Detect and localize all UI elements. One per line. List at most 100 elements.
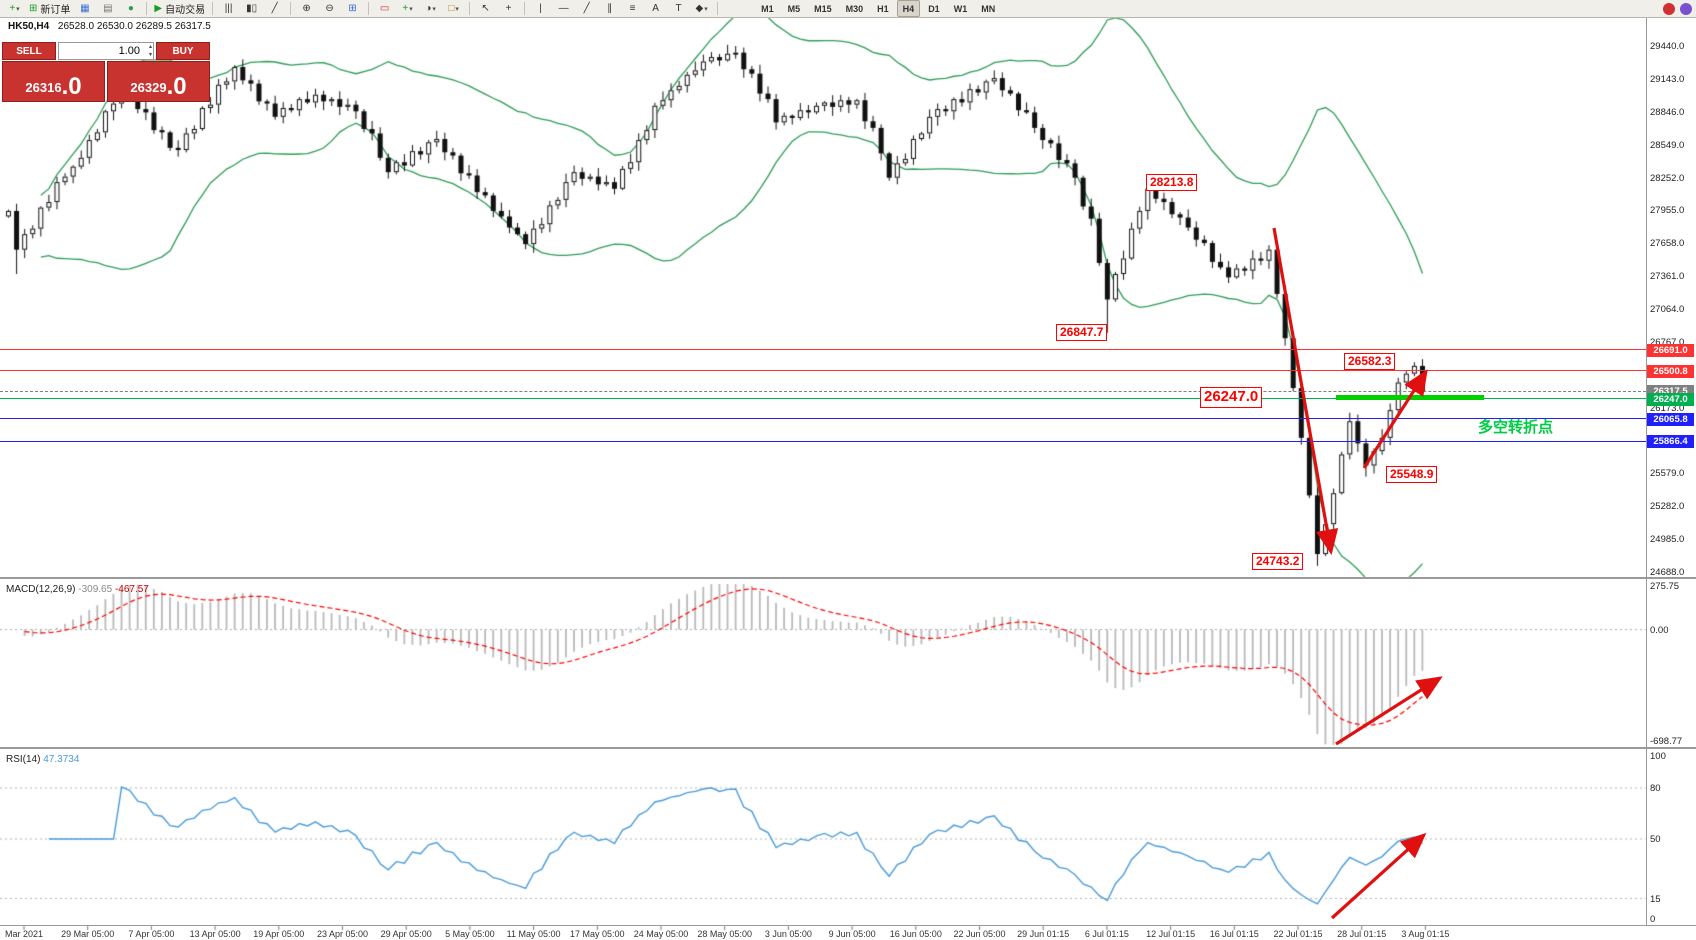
zoom-out-icon[interactable]: ⊖ <box>319 0 340 17</box>
volume-input[interactable]: 1.00 ▴ ▾ <box>58 42 154 60</box>
indicator-scale-label: -698.77 <box>1650 736 1683 747</box>
level-line-26691.0[interactable] <box>0 349 1646 351</box>
timeframe-M5[interactable]: M5 <box>787 3 801 14</box>
indicator-scale-label: 275.75 <box>1650 581 1680 592</box>
time-axis[interactable] <box>0 926 1646 940</box>
timeframe-D1[interactable]: D1 <box>928 3 940 14</box>
channel-icon[interactable]: ∥ <box>599 0 620 17</box>
fibo-icon: ≡ <box>629 2 636 14</box>
timeframe-M15[interactable]: M15 <box>814 3 832 14</box>
price-scale-label: 25282.0 <box>1650 501 1685 513</box>
bar-chart-icon[interactable]: ||| <box>218 0 239 17</box>
crosshair-icon[interactable]: + <box>498 0 519 17</box>
sell-price-button[interactable]: 26316.0 <box>2 61 105 102</box>
time-axis-label: 9 Jun 05:00 <box>828 929 876 939</box>
price-scale-label: 27361.0 <box>1650 271 1685 283</box>
indicators-icon[interactable]: + ▾ <box>397 0 418 17</box>
level-line-26247.0[interactable] <box>0 398 1646 400</box>
level-line-26317.5[interactable] <box>0 390 1646 392</box>
buy-price-big: .0 <box>166 73 187 100</box>
sell-chip[interactable]: SELL <box>2 42 56 60</box>
vline-icon[interactable]: | <box>530 0 551 17</box>
timeframe-H1[interactable]: H1 <box>877 3 889 14</box>
support-segment[interactable] <box>1336 394 1484 400</box>
price-level-badge-26065.8: 26065.8 <box>1647 412 1694 426</box>
help-badge[interactable] <box>1680 2 1692 15</box>
level-line-25866.4[interactable] <box>0 440 1646 442</box>
time-axis-label: 28 May 05:00 <box>697 929 752 939</box>
cursor-icon[interactable]: ↖ <box>475 0 496 17</box>
time-axis-label: 16 Jun 05:00 <box>889 929 942 939</box>
shapes-icon[interactable]: ◆ ▾ <box>691 0 712 17</box>
dropdown-caret-icon[interactable]: ▾ <box>432 5 436 13</box>
panel-divider-main-macd[interactable] <box>0 577 1696 579</box>
tile-windows-icon[interactable]: ⊞ <box>342 0 363 17</box>
macd-main-value: -309.65 <box>78 584 113 595</box>
timeframe-W1[interactable]: W1 <box>953 3 968 14</box>
periods-icon[interactable]: ◑ ▾ <box>420 0 441 17</box>
rsi-panel[interactable] <box>0 750 1646 925</box>
macd-panel[interactable] <box>0 580 1646 747</box>
timeframe-M1[interactable]: M1 <box>761 3 774 14</box>
templates-icon[interactable]: □ ▾ <box>443 0 464 17</box>
candle-chart-icon: ▮▯ <box>246 2 258 14</box>
hline-icon[interactable]: — <box>553 0 574 17</box>
trendline-icon[interactable]: ╱ <box>576 0 597 17</box>
time-axis-label: 23 Apr 05:00 <box>316 929 369 939</box>
price-scale-label: 27064.0 <box>1650 304 1685 315</box>
time-axis-label: 22 Jun 05:00 <box>953 929 1006 939</box>
turning-point-annotation[interactable]: 多空转折点 <box>1478 419 1554 436</box>
indicator-scale-label: 15 <box>1650 893 1661 905</box>
time-axis-label: 29 Mar 05:00 <box>61 929 115 939</box>
candle-chart-icon[interactable]: ▮▯ <box>241 0 262 17</box>
time-axis-label: 7 Apr 05:00 <box>128 929 175 939</box>
volume-spinner[interactable]: ▴ ▾ <box>148 44 152 58</box>
zoom-in-icon[interactable]: ⊕ <box>296 0 317 17</box>
profiles-icon[interactable]: ▤ <box>97 0 118 17</box>
bar-chart-icon: ||| <box>224 2 233 14</box>
line-chart-icon[interactable]: ╱ <box>264 0 285 17</box>
price-callout-25548.9[interactable]: 25548.9 <box>1386 466 1438 483</box>
price-callout-26847.7[interactable]: 26847.7 <box>1056 324 1108 341</box>
dropdown-caret-icon[interactable]: ▾ <box>704 5 708 13</box>
text-icon[interactable]: A <box>645 0 666 17</box>
new-order2-icon[interactable]: ▭ <box>374 0 395 17</box>
main-chart-panel[interactable] <box>0 18 1646 577</box>
fibo-icon[interactable]: ≡ <box>622 0 643 17</box>
new-order-button[interactable]: ⊞ 新订单 <box>27 0 72 17</box>
timeframe-MN[interactable]: MN <box>981 3 996 14</box>
time-axis-label: 24 May 05:00 <box>633 929 689 939</box>
ohlc-values: 26528.0 26530.0 26289.5 26317.5 <box>57 21 211 32</box>
new-chart-icon[interactable]: + ▾ <box>4 0 25 17</box>
price-callout-26582.3[interactable]: 26582.3 <box>1344 353 1396 370</box>
price-callout-26247.0[interactable]: 26247.0 <box>1200 387 1263 408</box>
dropdown-caret-icon[interactable]: ▾ <box>455 5 459 13</box>
timeframe-H4[interactable]: H4 <box>896 0 921 17</box>
community-badge[interactable] <box>1663 2 1675 15</box>
autotrade-button[interactable]: ▶ 自动交易 <box>152 0 207 17</box>
time-axis-label: 22 Jul 01:15 <box>1273 929 1323 939</box>
level-line-26065.8[interactable] <box>0 418 1646 420</box>
price-scale-label: 28549.0 <box>1650 139 1685 151</box>
market-watch-icon: ● <box>127 2 134 14</box>
zoom-out-icon: ⊖ <box>325 2 334 14</box>
chart-window-icon[interactable]: ▦ <box>74 0 95 17</box>
price-callout-24743.2[interactable]: 24743.2 <box>1252 553 1304 570</box>
macd-name: MACD(12,26,9) <box>6 584 76 595</box>
buy-chip[interactable]: BUY <box>156 42 210 60</box>
level-line-26500.8[interactable] <box>0 370 1646 372</box>
label-icon[interactable]: T <box>668 0 689 17</box>
dropdown-caret-icon[interactable]: ▾ <box>16 5 20 13</box>
buy-price-button[interactable]: 26329.0 <box>107 61 210 102</box>
price-scale-separator <box>1646 18 1647 926</box>
dropdown-caret-icon[interactable]: ▾ <box>409 5 413 13</box>
timeframe-M30[interactable]: M30 <box>845 3 864 14</box>
market-watch-icon[interactable]: ● <box>120 0 141 17</box>
toolbar-separator <box>212 2 214 15</box>
panel-divider-macd-rsi[interactable] <box>0 747 1696 749</box>
price-callout-28213.8[interactable]: 28213.8 <box>1146 174 1198 191</box>
time-axis-label: 29 Apr 05:00 <box>380 929 432 939</box>
time-axis-label: 13 Apr 05:00 <box>189 929 241 939</box>
autotrade-button-label: 自动交易 <box>165 5 206 16</box>
